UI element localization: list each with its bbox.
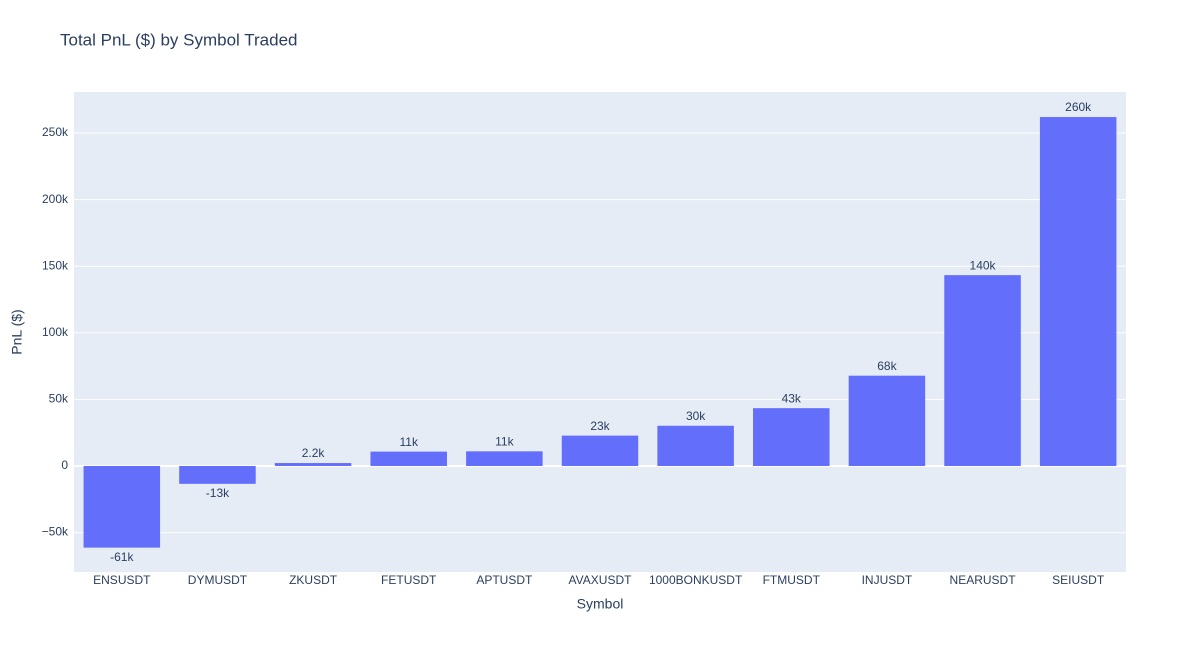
data-label: -61k — [110, 550, 134, 564]
bar — [657, 425, 734, 466]
x-tick-label: ZKUSDT — [289, 573, 338, 587]
data-label: 43k — [782, 391, 802, 405]
chart-title: Total PnL ($) by Symbol Traded — [60, 30, 298, 49]
bar — [944, 275, 1021, 466]
x-tick-label: DYMUSDT — [188, 573, 248, 587]
x-tick-label: SEIUSDT — [1052, 573, 1105, 587]
x-tick-label: APTUSDT — [476, 573, 533, 587]
y-tick-label: 150k — [42, 258, 69, 272]
y-axis-title: PnL ($) — [9, 309, 25, 354]
x-tick-label: INJUSDT — [862, 573, 913, 587]
x-tick-label: FTMUSDT — [763, 573, 821, 587]
x-axis-title: Symbol — [577, 596, 624, 612]
y-tick-label: 250k — [42, 125, 69, 139]
x-tick-label: NEARUSDT — [950, 573, 1017, 587]
data-label: 23k — [590, 419, 610, 433]
bar — [466, 451, 543, 466]
data-label: -13k — [206, 486, 230, 500]
data-label: 11k — [399, 435, 418, 449]
data-label: 260k — [1065, 100, 1092, 114]
bar — [561, 435, 639, 466]
y-tick-label: −50k — [42, 525, 69, 539]
bar — [179, 465, 256, 484]
y-tick-label: 0 — [61, 458, 68, 472]
y-tick-label: 50k — [49, 392, 69, 406]
x-tick-label: FETUSDT — [381, 573, 437, 587]
y-tick-label: 200k — [42, 192, 69, 206]
y-tick-label: 100k — [42, 325, 69, 339]
bar — [83, 465, 161, 548]
data-label: 30k — [686, 409, 706, 423]
bar — [1039, 117, 1117, 466]
x-tick-label: 1000BONKUSDT — [649, 573, 743, 587]
bar — [274, 463, 352, 466]
data-label: 2.2k — [302, 446, 326, 460]
x-tick-label: ENSUSDT — [93, 573, 151, 587]
data-label: 68k — [877, 359, 897, 373]
x-tick-label: AVAXUSDT — [569, 573, 633, 587]
bar — [848, 375, 926, 466]
data-label: 11k — [495, 435, 514, 449]
bar — [753, 408, 830, 466]
data-label: 140k — [970, 258, 997, 272]
bar — [370, 451, 447, 466]
